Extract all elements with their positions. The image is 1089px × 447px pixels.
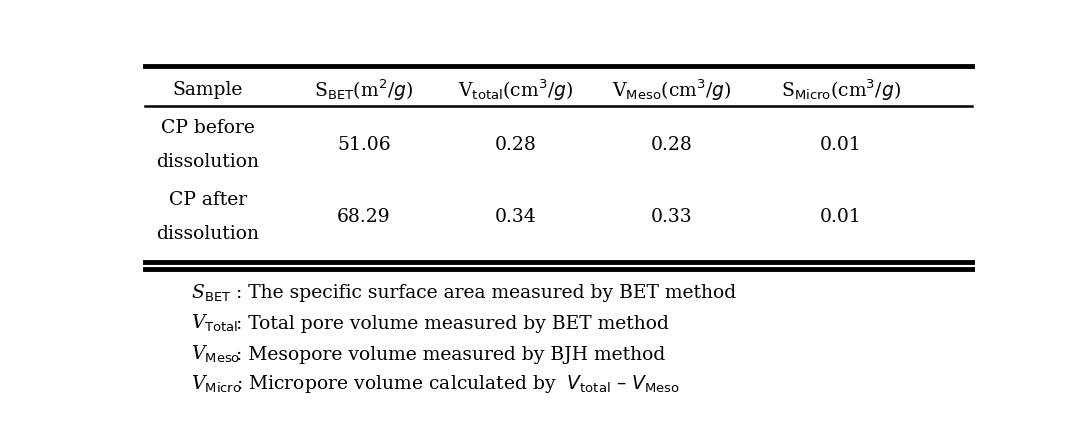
Text: : Mesopore volume measured by BJH method: : Mesopore volume measured by BJH method [235,346,665,364]
Text: V$_{\mathrm{Micro}}$: V$_{\mathrm{Micro}}$ [191,373,242,395]
Text: S$_{\mathrm{BET}}$(m$^2$/$g$): S$_{\mathrm{BET}}$(m$^2$/$g$) [315,77,414,102]
Text: Sample: Sample [173,81,243,99]
Text: 0.28: 0.28 [651,136,693,154]
Text: : The specific surface area measured by BET method: : The specific surface area measured by … [235,284,736,302]
Text: 0.01: 0.01 [820,136,861,154]
Text: 51.06: 51.06 [338,136,391,154]
Text: 0.28: 0.28 [495,136,537,154]
Text: : Micropore volume calculated by  $V_{\mathrm{total}}$ – $V_{\mathrm{Meso}}$: : Micropore volume calculated by $V_{\ma… [235,373,680,395]
Text: : Total pore volume measured by BET method: : Total pore volume measured by BET meth… [235,315,669,333]
Text: CP before: CP before [161,118,255,137]
Text: V$_{\mathrm{Meso}}$(cm$^3$/$g$): V$_{\mathrm{Meso}}$(cm$^3$/$g$) [612,77,732,102]
Text: V$_{\mathrm{Meso}}$: V$_{\mathrm{Meso}}$ [191,344,241,366]
Text: V$_{\mathrm{total}}$(cm$^3$/$g$): V$_{\mathrm{total}}$(cm$^3$/$g$) [458,77,574,102]
Text: 0.33: 0.33 [651,208,693,226]
Text: CP after: CP after [169,191,247,209]
Text: S$_{\mathrm{BET}}$: S$_{\mathrm{BET}}$ [191,282,232,304]
Text: S$_{\mathrm{Micro}}$(cm$^3$/$g$): S$_{\mathrm{Micro}}$(cm$^3$/$g$) [781,77,901,102]
Text: 0.34: 0.34 [495,208,537,226]
Text: dissolution: dissolution [157,153,259,171]
Text: dissolution: dissolution [157,225,259,243]
Text: 0.01: 0.01 [820,208,861,226]
Text: V$_{\mathrm{Total}}$: V$_{\mathrm{Total}}$ [191,313,238,334]
Text: 68.29: 68.29 [338,208,391,226]
